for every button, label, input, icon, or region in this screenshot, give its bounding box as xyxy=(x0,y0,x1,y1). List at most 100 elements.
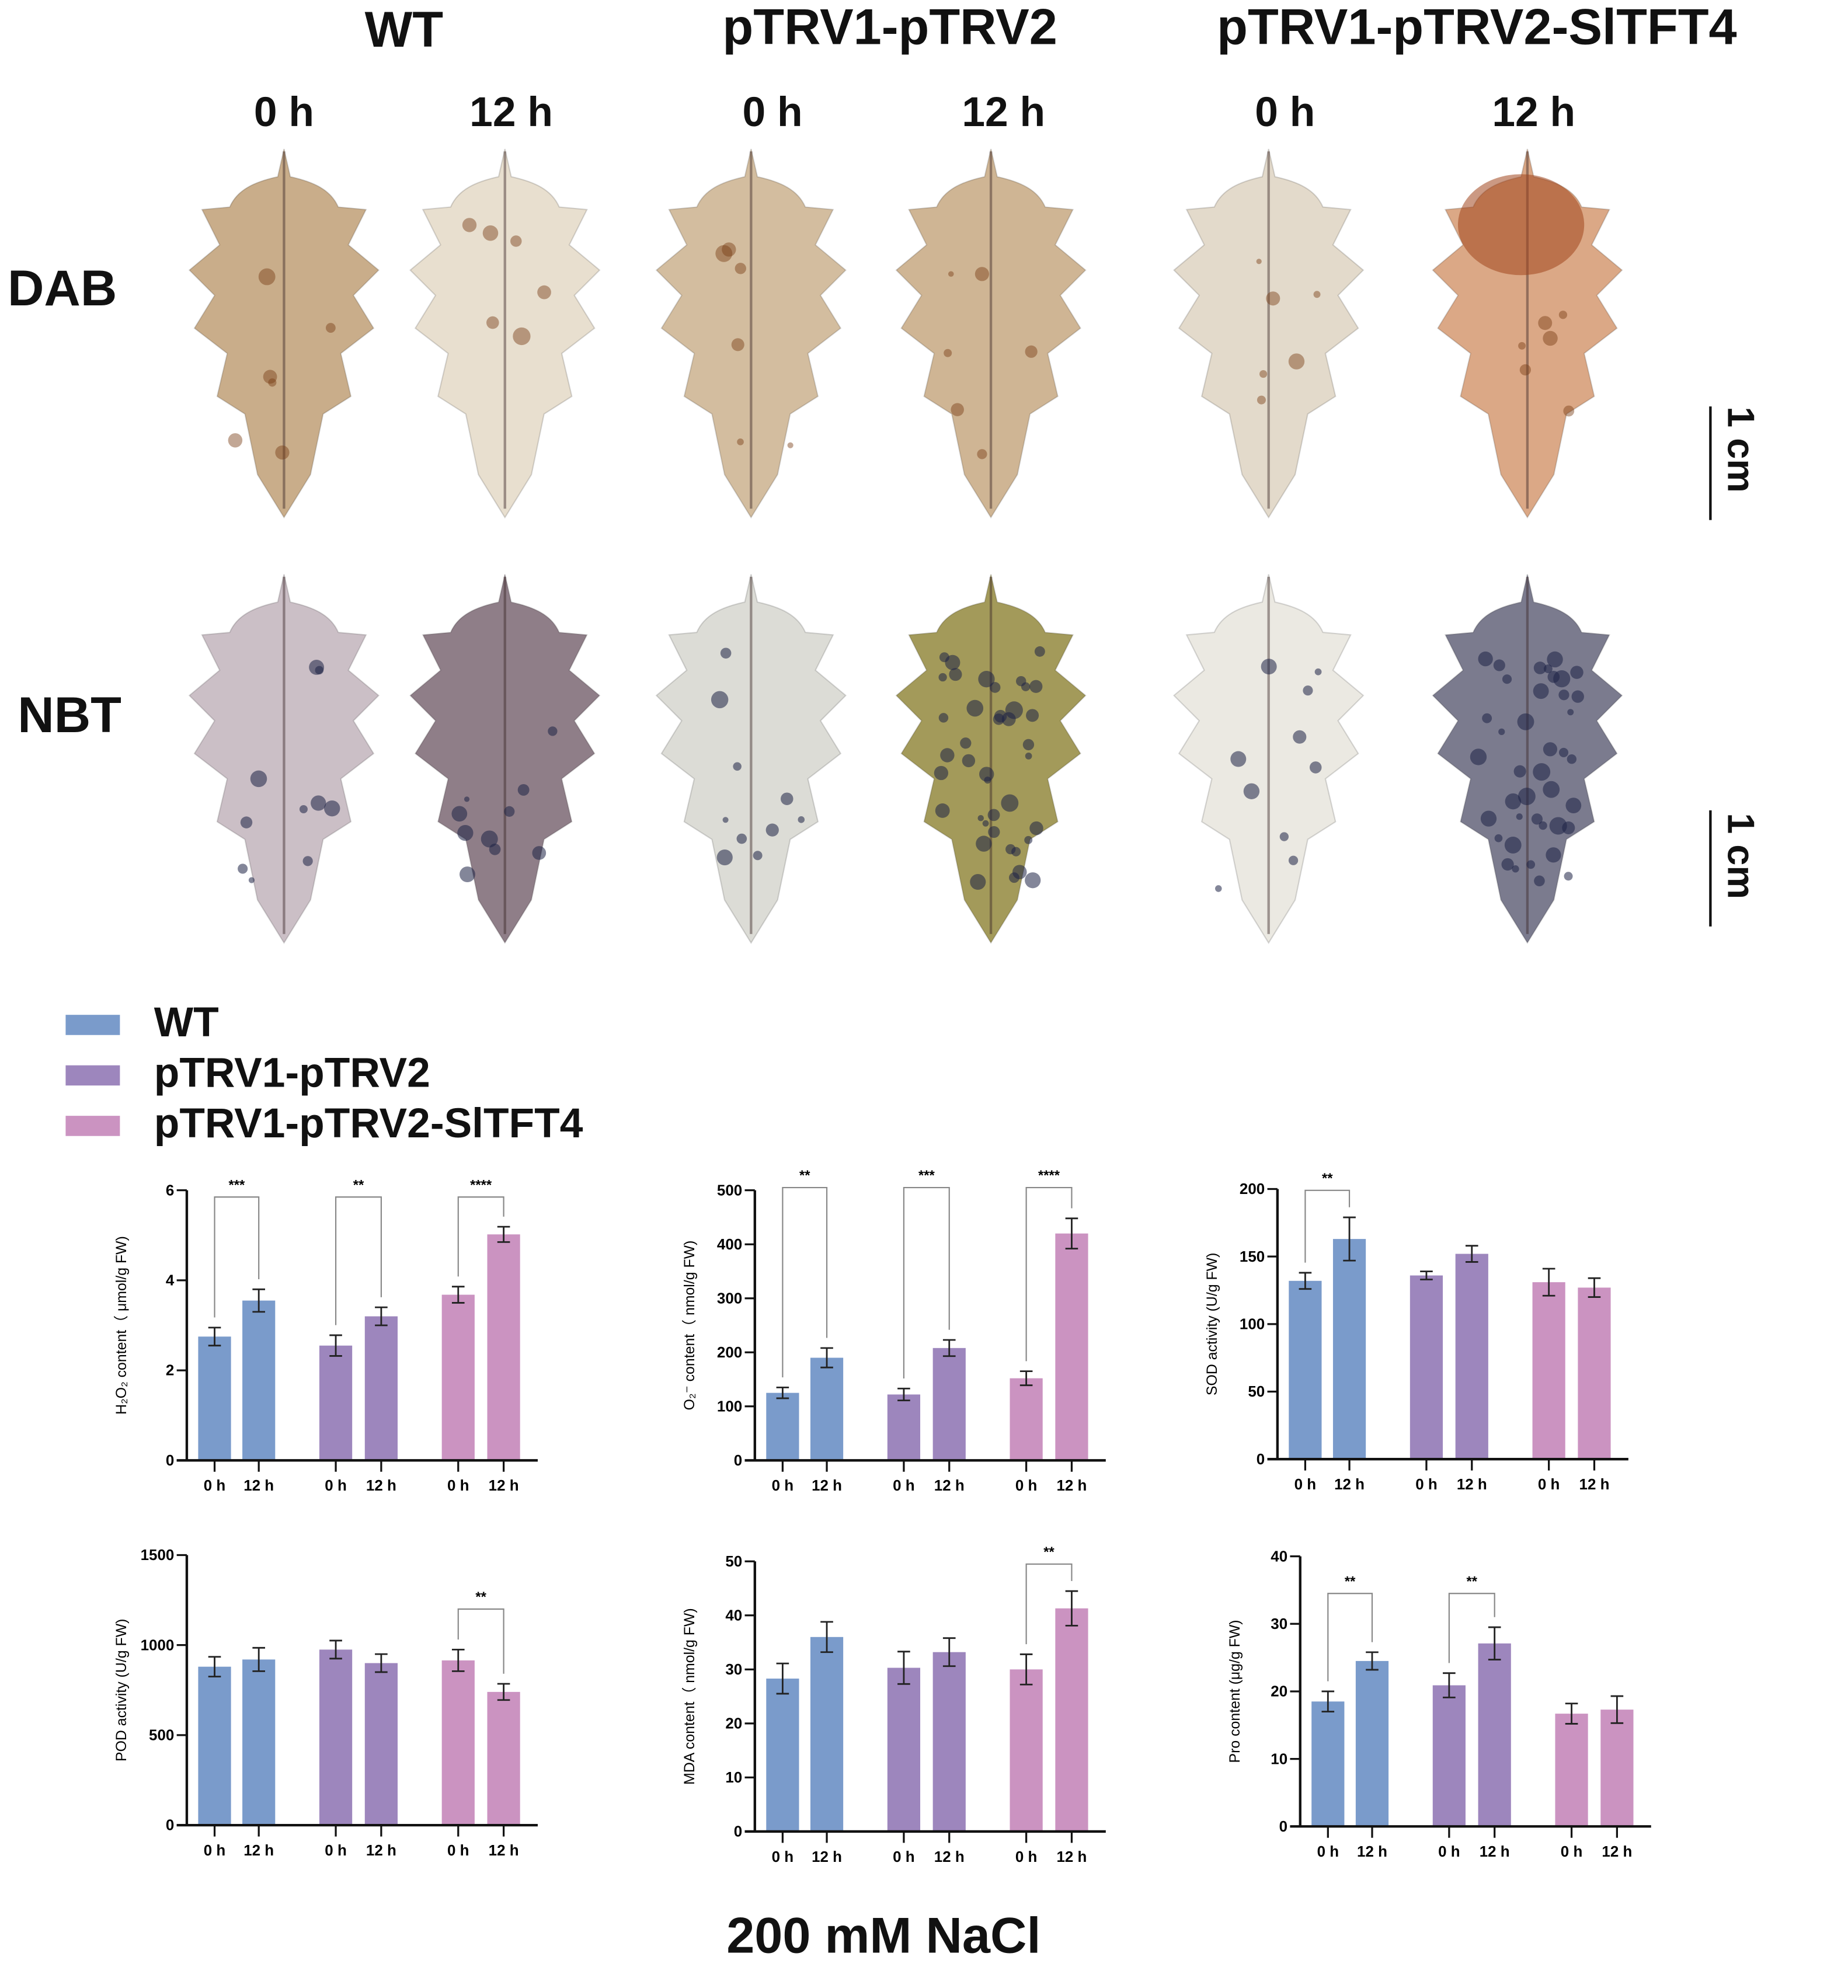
stain-spot xyxy=(1303,685,1313,696)
x-tick-label: 12 h xyxy=(1602,1844,1632,1860)
y-tick-label: 10 xyxy=(725,1770,742,1786)
x-tick-label: 0 h xyxy=(772,1478,794,1494)
leaf-nbt-1 xyxy=(409,574,601,944)
stain-spot xyxy=(722,242,736,257)
legend-swatch-trv xyxy=(65,1065,120,1086)
stain-spot xyxy=(1567,754,1576,764)
bar xyxy=(1055,1608,1088,1832)
significance-label: ** xyxy=(1467,1573,1478,1589)
stain-spot xyxy=(309,660,325,675)
y-tick-label: 20 xyxy=(725,1716,742,1732)
stain-spot xyxy=(1549,817,1567,835)
bar xyxy=(364,1316,398,1461)
y-tick-label: 300 xyxy=(717,1290,742,1307)
x-tick-label: 12 h xyxy=(243,1843,274,1859)
stain-spot xyxy=(1513,765,1526,778)
stain-spot xyxy=(548,726,558,736)
x-tick-label: 12 h xyxy=(1057,1478,1087,1494)
significance-bracket xyxy=(457,1608,504,1674)
x-tick-label: 0 h xyxy=(325,1843,346,1859)
stain-spot xyxy=(1005,701,1023,719)
leaf-dab-5 xyxy=(1432,148,1623,519)
bar xyxy=(1055,1233,1088,1461)
y-tick-label: 200 xyxy=(1240,1181,1265,1197)
y-axis-label: SOD activity (U/g FW) xyxy=(1204,1253,1220,1395)
y-tick-label: 30 xyxy=(725,1662,742,1678)
time-label: 0 h xyxy=(253,88,314,135)
stain-spot xyxy=(1533,763,1551,781)
stain-spot xyxy=(311,795,326,811)
stain-spot xyxy=(716,849,733,866)
stain-spot xyxy=(532,846,547,860)
stain-spot xyxy=(988,826,1000,838)
bar xyxy=(1532,1282,1565,1460)
y-tick-label: 50 xyxy=(725,1554,742,1570)
bar xyxy=(810,1357,844,1461)
leaf-nbt-2 xyxy=(655,574,847,944)
significance-label: **** xyxy=(1038,1168,1060,1183)
stain-spot xyxy=(513,327,531,346)
significance-bracket xyxy=(903,1186,950,1378)
leaf-dab-1 xyxy=(409,148,601,519)
legend-label: pTRV1-pTRV2 xyxy=(154,1049,430,1096)
stain-spot xyxy=(1534,875,1545,887)
chart-pod: 0 h 12 h 0 h 12 h 0 h 12 h 0 500 1000 1500 POD act… xyxy=(113,1547,538,1859)
x-tick-label: 12 h xyxy=(366,1843,396,1859)
stain-spot xyxy=(324,800,340,817)
bar xyxy=(1010,1669,1043,1832)
stain-spot xyxy=(765,823,779,837)
bar xyxy=(1332,1239,1366,1460)
chart-mda: 0 h 12 h 0 h 12 h 0 h 12 h 0 10 20 30 40 50 MDA cont… xyxy=(681,1544,1106,1865)
stain-spot xyxy=(944,349,952,357)
stain-spot xyxy=(1543,742,1558,757)
stain-spot xyxy=(325,323,336,333)
y-tick-label: 40 xyxy=(725,1607,742,1624)
stain-spot xyxy=(979,767,994,782)
stain-spot xyxy=(722,817,729,823)
significance-label: **** xyxy=(470,1177,492,1193)
stain-spot xyxy=(486,316,499,329)
stain-spot xyxy=(1526,860,1536,869)
bar xyxy=(1555,1714,1588,1827)
stain-spot xyxy=(228,433,243,448)
bar xyxy=(1410,1275,1443,1460)
stain-spot xyxy=(1494,834,1503,842)
stain-spot xyxy=(798,816,805,823)
x-tick-label: 0 h xyxy=(1438,1844,1460,1860)
bar xyxy=(319,1345,353,1461)
stain-spot xyxy=(238,864,248,874)
stain-spot xyxy=(970,873,986,890)
stain-spot xyxy=(1518,342,1526,350)
stain-spot xyxy=(451,806,468,822)
time-label: 12 h xyxy=(1492,88,1576,135)
stain-spot xyxy=(977,449,987,459)
stain-patch xyxy=(1457,174,1585,276)
significance-bracket xyxy=(214,1196,260,1318)
bar xyxy=(1289,1280,1322,1460)
y-tick-label: 0 xyxy=(1257,1451,1265,1468)
bar xyxy=(198,1666,231,1826)
bar xyxy=(198,1336,231,1461)
stain-spot xyxy=(457,824,474,841)
bar xyxy=(319,1649,353,1826)
significance-label: ** xyxy=(1322,1171,1333,1186)
legend-swatch-sltft4 xyxy=(65,1116,120,1136)
stain-spot xyxy=(987,809,1000,821)
x-tick-label: 0 h xyxy=(893,1849,914,1865)
stain-spot xyxy=(510,235,522,247)
stain-spot xyxy=(989,682,1001,693)
y-tick-label: 6 xyxy=(166,1182,174,1199)
stain-spot xyxy=(1538,316,1553,330)
stain-spot xyxy=(737,438,744,445)
significance-bracket xyxy=(457,1196,504,1277)
stain-spot xyxy=(715,245,733,262)
stain-spot xyxy=(977,814,984,821)
stain-spot xyxy=(1543,330,1558,346)
x-tick-label: 0 h xyxy=(325,1478,346,1494)
chart-sod: 0 h 12 h 0 h 12 h 0 h 12 h 0 50 100 150 200 SOD act… xyxy=(1204,1171,1628,1493)
bar xyxy=(1432,1685,1466,1827)
stain-spot xyxy=(1516,813,1523,820)
stain-spot xyxy=(975,267,989,281)
x-tick-label: 0 h xyxy=(204,1478,225,1494)
